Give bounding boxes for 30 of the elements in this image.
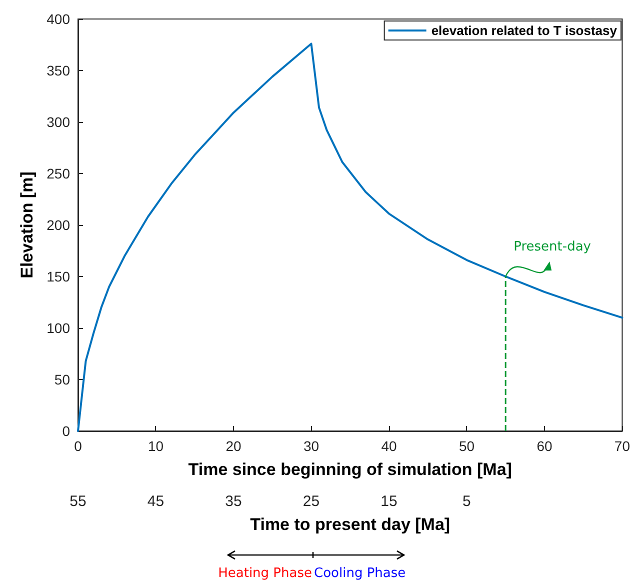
y-tick-label: 150	[46, 268, 70, 284]
x2-tick-label: 55	[70, 493, 86, 510]
y-tick-label: 300	[46, 114, 70, 130]
x-tick-label: 60	[536, 438, 552, 454]
y-tick-label: 0	[62, 423, 70, 439]
x2-tick-label: 35	[225, 493, 242, 510]
x2-axis-title: Time to present day [Ma]	[250, 515, 450, 534]
x-tick-label: 20	[226, 438, 242, 454]
x2-tick-label: 15	[380, 493, 398, 510]
ref-line-label: Present-day	[514, 240, 592, 254]
x-tick-label: 10	[148, 438, 164, 454]
y-tick-label: 100	[46, 320, 70, 336]
y-tick-label: 50	[54, 372, 70, 388]
y-tick-label: 350	[46, 62, 70, 78]
y-tick-label: 400	[46, 11, 70, 27]
y-tick-label: 200	[46, 217, 70, 233]
y-tick-label: 250	[46, 166, 70, 182]
x-tick-label: 40	[381, 438, 397, 454]
x-tick-label: 70	[614, 438, 630, 454]
x-tick-label: 50	[458, 438, 475, 454]
x2-tick-label: 5	[462, 493, 471, 510]
x-tick-label: 0	[74, 438, 82, 454]
text: Heating Phase	[218, 566, 312, 581]
x2-tick-label: 45	[147, 493, 164, 510]
x2-tick-label: 25	[302, 493, 320, 510]
y-axis-title: Elevation [m]	[18, 172, 37, 278]
x-tick-label: 30	[303, 438, 320, 454]
x-axis-title: Time since beginning of simulation [Ma]	[188, 460, 512, 479]
legend-label: elevation related to T isostasy	[431, 23, 618, 38]
text: Cooling Phase	[314, 566, 406, 581]
